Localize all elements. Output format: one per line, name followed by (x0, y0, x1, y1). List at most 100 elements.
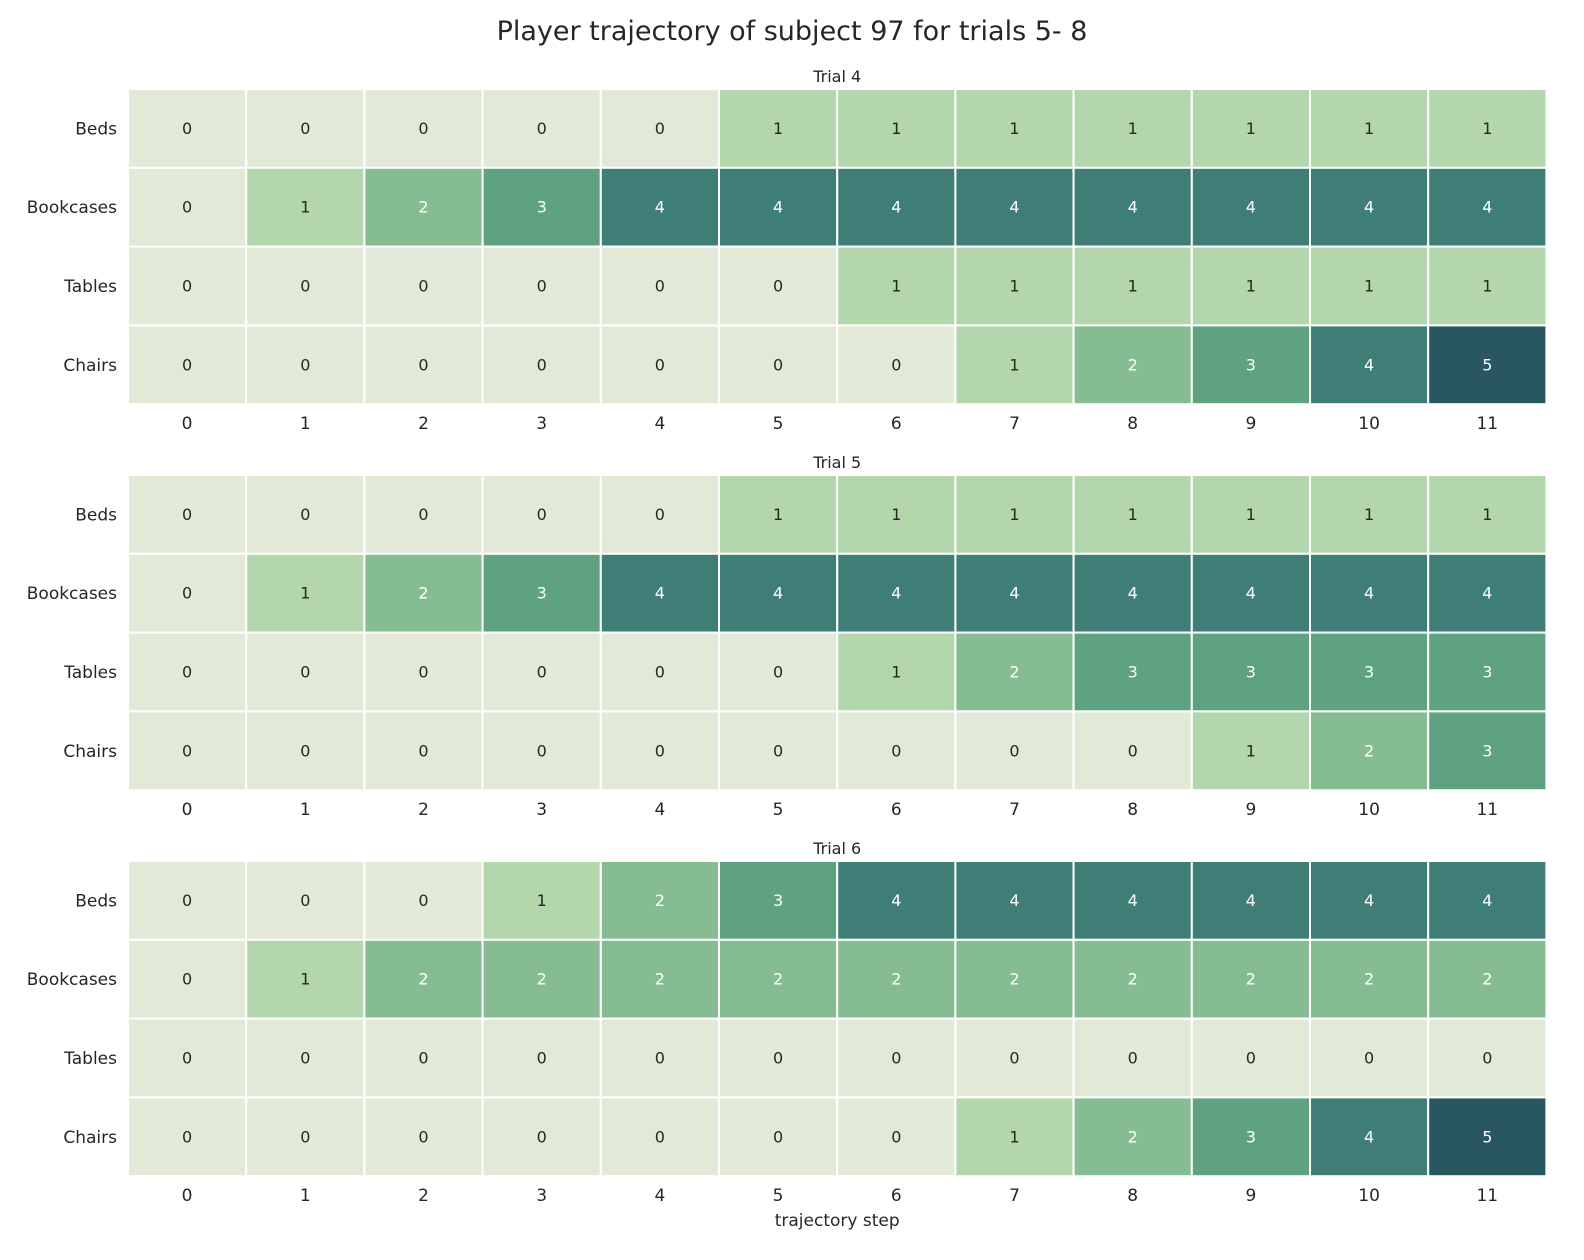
heatmap-cell (1072, 631, 1193, 713)
heatmap-cell (718, 245, 839, 327)
cell-value-label: 2 (1482, 970, 1492, 989)
cell-value-label: 3 (537, 198, 547, 217)
heatmap-cell (1190, 324, 1312, 406)
cell-value-label: 4 (1482, 198, 1492, 217)
cell-value-label: 0 (182, 355, 192, 374)
panel-title: Trial 4 (812, 67, 861, 86)
cell-value-label: 4 (773, 584, 783, 603)
heatmap-cell (481, 1096, 602, 1178)
cell-value-label: 0 (182, 970, 192, 989)
cell-value-label: 2 (418, 198, 428, 217)
heatmap-cell (481, 474, 602, 555)
x-tick-label: 3 (536, 800, 547, 820)
cell-value-label: 0 (182, 198, 192, 217)
x-tick-label: 2 (418, 414, 429, 434)
heatmap-cell (363, 474, 484, 555)
y-tick-label: Bookcases (27, 970, 117, 990)
heatmap-cell (954, 631, 1075, 713)
cell-value-label: 2 (891, 970, 901, 989)
heatmap-cell (127, 474, 248, 555)
cell-value-label: 0 (418, 119, 428, 138)
y-tick-label: Tables (63, 663, 117, 683)
heatmap-cell (363, 860, 484, 941)
cell-value-label: 0 (418, 1049, 428, 1068)
x-tick-label: 11 (1476, 800, 1498, 820)
cell-value-label: 0 (891, 1127, 901, 1146)
heatmap-cell (718, 474, 839, 555)
cell-value-label: 0 (1128, 741, 1138, 760)
x-tick-label: 10 (1358, 800, 1380, 820)
x-tick-label: 9 (1245, 800, 1256, 820)
heatmap-cell (363, 1017, 484, 1099)
heatmap-cell (1190, 474, 1312, 555)
cell-value-label: 2 (1364, 970, 1374, 989)
cell-value-label: 3 (1364, 663, 1374, 682)
x-tick-label: 1 (300, 800, 311, 820)
heatmap-cell (245, 245, 366, 327)
heatmap-cell (599, 1096, 720, 1178)
heatmap-cell (954, 88, 1075, 169)
cell-value-label: 0 (537, 355, 547, 374)
heatmap-cell (481, 860, 602, 941)
cell-value-label: 0 (418, 663, 428, 682)
heatmap-cell (836, 710, 957, 792)
y-tick-label: Beds (75, 119, 117, 139)
cell-value-label: 1 (773, 505, 783, 524)
cell-value-label: 1 (891, 277, 901, 296)
cell-value-label: 0 (182, 1049, 192, 1068)
y-tick-label: Bookcases (27, 584, 117, 604)
x-tick-label: 0 (182, 800, 193, 820)
x-tick-label: 11 (1476, 1186, 1498, 1206)
cell-value-label: 4 (1364, 1127, 1374, 1146)
x-tick-label: 6 (891, 800, 902, 820)
heatmap-cell (245, 860, 366, 941)
heatmap-cell (1427, 474, 1548, 555)
heatmap-cell (954, 1096, 1075, 1178)
cell-value-label: 1 (891, 119, 901, 138)
cell-value-label: 0 (1246, 1049, 1256, 1068)
heatmap-cell (1427, 245, 1548, 327)
cell-value-label: 1 (1482, 277, 1492, 296)
cell-value-label: 0 (537, 119, 547, 138)
x-axis-label: trajectory step (775, 1211, 900, 1231)
x-tick-label: 3 (536, 1186, 547, 1206)
x-tick-label: 0 (182, 1186, 193, 1206)
heatmap-cell (127, 710, 248, 792)
heatmap-cell (599, 1017, 720, 1099)
heatmap-cell (836, 1017, 957, 1099)
cell-value-label: 4 (1364, 584, 1374, 603)
heatmap-cell (954, 474, 1075, 555)
x-tick-label: 3 (536, 414, 547, 434)
cell-value-label: 2 (1128, 970, 1138, 989)
x-tick-label: 10 (1358, 414, 1380, 434)
cell-value-label: 4 (1364, 355, 1374, 374)
cell-value-label: 4 (1009, 198, 1019, 217)
cell-value-label: 5 (1482, 1127, 1492, 1146)
cell-value-label: 1 (1009, 1127, 1019, 1146)
x-tick-label: 10 (1358, 1186, 1380, 1206)
cell-value-label: 0 (182, 663, 192, 682)
heatmap-cell (127, 245, 248, 327)
panel-title: Trial 6 (812, 839, 861, 858)
cell-value-label: 2 (1009, 970, 1019, 989)
heatmap-cell (245, 710, 366, 792)
heatmap-cell (1309, 1096, 1430, 1178)
cell-value-label: 4 (1482, 584, 1492, 603)
cell-value-label: 4 (891, 198, 901, 217)
heatmap-cell (836, 166, 957, 248)
heatmap-cell (599, 166, 720, 248)
x-tick-label: 6 (891, 1186, 902, 1206)
heatmap-cell (363, 88, 484, 169)
cell-value-label: 2 (1128, 355, 1138, 374)
cell-value-label: 0 (300, 1049, 310, 1068)
cell-value-label: 0 (891, 355, 901, 374)
x-tick-label: 8 (1127, 414, 1138, 434)
cell-value-label: 4 (655, 584, 665, 603)
cell-value-label: 0 (300, 1127, 310, 1146)
heatmap-cell (718, 938, 839, 1020)
cell-value-label: 0 (891, 1049, 901, 1068)
y-tick-label: Beds (75, 891, 117, 911)
cell-value-label: 4 (1128, 198, 1138, 217)
cell-value-label: 1 (300, 970, 310, 989)
heatmap-cell (836, 324, 957, 406)
